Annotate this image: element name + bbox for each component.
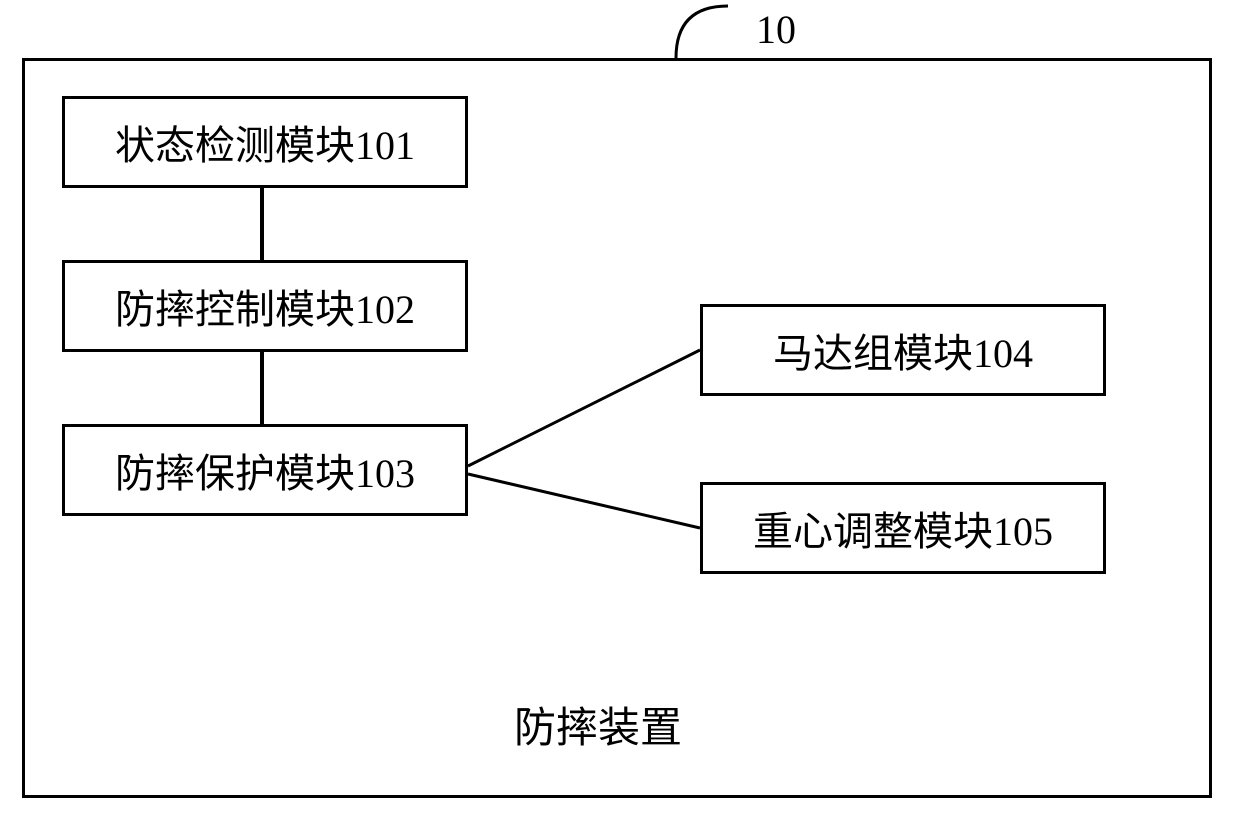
module-label: 重心调整模块105	[753, 499, 1053, 557]
module-fall-control: 防摔控制模块102	[62, 260, 468, 352]
system-id-label: 10	[756, 6, 796, 53]
module-label: 防摔控制模块102	[115, 277, 415, 335]
module-motor-group: 马达组模块104	[700, 304, 1106, 396]
module-label: 状态检测模块101	[115, 113, 415, 171]
diagram-canvas: 10 状态检测模块101 防摔控制模块102 防摔保护模块103 马达组模块10…	[0, 0, 1240, 824]
module-label: 马达组模块104	[773, 321, 1033, 379]
module-label: 防摔保护模块103	[115, 441, 415, 499]
module-fall-protection: 防摔保护模块103	[62, 424, 468, 516]
system-title: 防摔装置	[514, 694, 682, 755]
module-state-detection: 状态检测模块101	[62, 96, 468, 188]
module-gravity-adjust: 重心调整模块105	[700, 482, 1106, 574]
connector-102-103	[260, 352, 264, 424]
connector-101-102	[260, 188, 264, 260]
